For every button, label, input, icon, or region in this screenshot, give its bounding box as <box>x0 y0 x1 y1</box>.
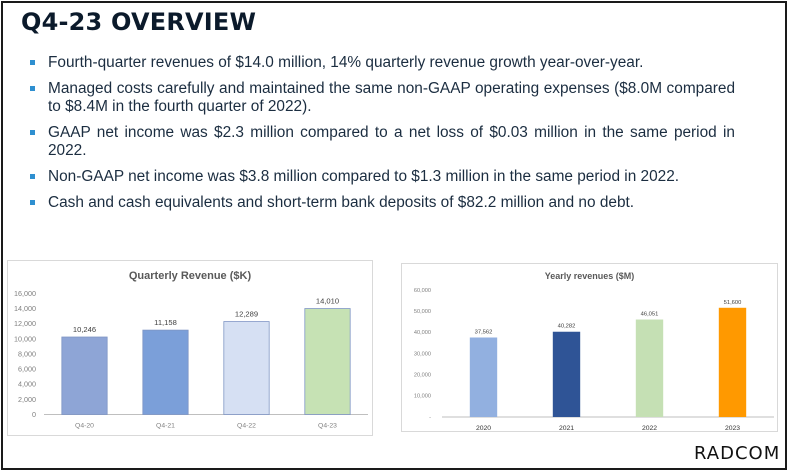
bullet-text: Managed costs carefully and maintained t… <box>48 80 735 115</box>
bullet-marker-icon <box>30 174 35 179</box>
bullet-item: Managed costs carefully and maintained t… <box>30 80 735 116</box>
bar <box>61 336 108 415</box>
bar <box>718 307 747 417</box>
bullet-marker-icon <box>30 60 35 65</box>
y-tick-label: 20,000 <box>414 373 431 379</box>
data-label: 12,289 <box>235 310 258 319</box>
y-tick-label: 2,000 <box>18 395 36 404</box>
y-tick-label: 0 <box>32 410 36 419</box>
bar <box>142 329 189 415</box>
data-label: 46,051 <box>641 312 659 318</box>
x-tick-label: 2021 <box>559 425 574 432</box>
bar <box>304 308 351 415</box>
bullet-list: Fourth-quarter revenues of $14.0 million… <box>30 54 735 220</box>
chart-title: Quarterly Revenue ($K) <box>128 270 252 282</box>
bullet-marker-icon <box>30 200 35 205</box>
x-tick-label: Q4-22 <box>237 423 256 430</box>
x-tick-label: 2023 <box>725 425 740 432</box>
bar <box>635 319 664 417</box>
bullet-marker-icon <box>30 86 35 91</box>
x-tick-label: Q4-21 <box>156 423 175 430</box>
y-tick-label: 30,000 <box>414 351 431 357</box>
y-tick-label: 6,000 <box>18 365 36 374</box>
y-tick-label: 4,000 <box>18 380 36 389</box>
y-tick-label: 60,000 <box>414 288 431 294</box>
yearly-revenue-plot: - 10,000 20,000 30,000 40,000 50,000 60,000 37,… <box>414 288 774 432</box>
x-tick-label: Q4-20 <box>75 423 94 430</box>
y-tick-label: 50,000 <box>414 309 431 315</box>
x-tick-label: Q4-23 <box>318 423 337 430</box>
bullet-item: Fourth-quarter revenues of $14.0 million… <box>30 54 735 72</box>
bullet-text: Fourth-quarter revenues of $14.0 million… <box>48 54 644 71</box>
y-tick-label: 12,000 <box>14 319 36 328</box>
y-tick-label: - <box>429 415 431 421</box>
y-tick-label: 40,000 <box>414 330 431 336</box>
bullet-item: Cash and cash equivalents and short-term… <box>30 194 735 212</box>
data-label: 37,562 <box>475 329 493 335</box>
bullet-marker-icon <box>30 130 35 135</box>
quarterly-revenue-plot: 0 2,000 4,000 6,000 8,000 10,000 12,000 14,000 1… <box>14 289 368 430</box>
slide-title: Q4-23 OVERVIEW <box>21 8 257 36</box>
y-tick-label: 10,000 <box>414 394 431 400</box>
y-tick-label: 14,000 <box>14 304 36 313</box>
bar <box>223 321 270 415</box>
y-tick-label: 8,000 <box>18 349 36 358</box>
bullet-text: Cash and cash equivalents and short-term… <box>48 194 635 211</box>
data-label: 10,246 <box>73 325 96 334</box>
bar <box>552 331 581 417</box>
data-label: 11,158 <box>154 318 177 327</box>
bullet-text: Non-GAAP net income was $3.8 million com… <box>48 168 680 185</box>
data-label: 51,600 <box>724 300 742 306</box>
x-tick-label: 2022 <box>642 425 657 432</box>
quarterly-revenue-chart: Quarterly Revenue ($K) 0 2,000 4,000 6,000 8… <box>7 260 373 436</box>
y-tick-label: 10,000 <box>14 334 36 343</box>
bullet-item: Non-GAAP net income was $3.8 million com… <box>30 168 735 186</box>
bullet-text: GAAP net income was $2.3 million compare… <box>48 124 735 159</box>
data-label: 14,010 <box>316 297 339 306</box>
radcom-logo: RADCOM <box>694 443 781 464</box>
bar <box>469 337 498 417</box>
yearly-revenue-chart: Yearly revenues ($M) - 10,000 20,000 30,000… <box>401 263 778 432</box>
data-label: 40,282 <box>558 324 576 330</box>
chart-title: Yearly revenues ($M) <box>544 271 635 281</box>
x-tick-label: 2020 <box>476 425 491 432</box>
bullet-item: GAAP net income was $2.3 million compare… <box>30 124 735 160</box>
y-tick-label: 16,000 <box>14 289 36 298</box>
